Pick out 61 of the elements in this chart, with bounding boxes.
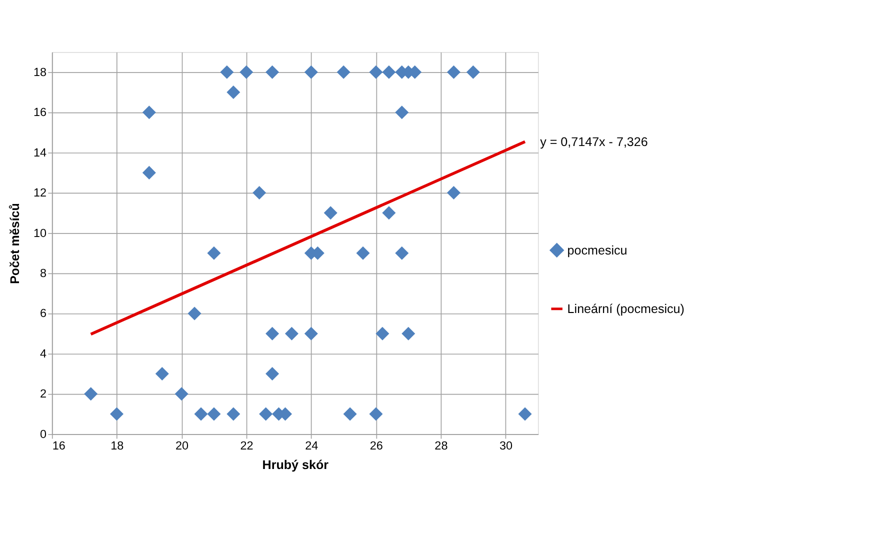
point bbox=[220, 65, 234, 79]
point bbox=[84, 387, 98, 401]
x-tick-label: 28 bbox=[434, 440, 448, 453]
y-tick-label: 0 bbox=[40, 428, 47, 441]
x-tick-label: 30 bbox=[499, 440, 513, 453]
point bbox=[142, 106, 156, 120]
annotation: y = 0,7147x - 7,326 bbox=[540, 134, 648, 149]
point bbox=[395, 246, 409, 260]
y-tick-label: 8 bbox=[40, 267, 47, 280]
point bbox=[466, 65, 480, 79]
point bbox=[395, 106, 409, 120]
point bbox=[142, 166, 156, 180]
point bbox=[207, 407, 221, 421]
point bbox=[343, 407, 357, 421]
x-tick-label: 18 bbox=[110, 440, 124, 453]
point bbox=[446, 186, 460, 200]
point bbox=[266, 65, 280, 79]
legend-label: pocmesicu bbox=[567, 243, 628, 258]
point bbox=[369, 65, 383, 79]
x-tick-label: 26 bbox=[370, 440, 383, 453]
point bbox=[324, 206, 338, 220]
point bbox=[266, 326, 280, 340]
point bbox=[284, 326, 298, 340]
y-tick-label: 12 bbox=[33, 186, 47, 200]
point bbox=[382, 65, 396, 79]
y-tick-label: 6 bbox=[40, 307, 47, 320]
point bbox=[376, 326, 390, 340]
x-tick-label: 16 bbox=[52, 440, 66, 453]
point bbox=[518, 407, 532, 421]
x-tick-label: 20 bbox=[175, 440, 189, 453]
point bbox=[259, 407, 273, 421]
y-tick-label: 10 bbox=[33, 226, 47, 240]
y-tick-label: 2 bbox=[40, 388, 47, 401]
point bbox=[188, 306, 202, 320]
point bbox=[174, 387, 188, 401]
point bbox=[382, 206, 396, 220]
point bbox=[155, 367, 169, 381]
point bbox=[226, 407, 240, 421]
point bbox=[356, 246, 370, 260]
point bbox=[446, 65, 460, 79]
y-tick-label: 4 bbox=[40, 347, 47, 360]
point bbox=[402, 326, 416, 340]
point bbox=[266, 367, 280, 381]
x-tick-label: 24 bbox=[305, 440, 319, 453]
point bbox=[304, 65, 318, 79]
point bbox=[369, 407, 383, 421]
point bbox=[252, 186, 266, 200]
legend-label: Lineární (pocmesicu) bbox=[567, 302, 684, 316]
point bbox=[336, 65, 350, 79]
point bbox=[240, 65, 254, 79]
x-tick-label: 22 bbox=[240, 440, 254, 453]
point bbox=[207, 246, 221, 260]
y-tick-label: 14 bbox=[33, 146, 47, 160]
x-axis-title: Hrubý skór bbox=[262, 458, 329, 472]
point bbox=[194, 407, 208, 421]
y-tick-label: 18 bbox=[33, 66, 47, 79]
point bbox=[226, 85, 240, 99]
point bbox=[110, 407, 124, 421]
y-tick-label: 16 bbox=[33, 106, 47, 120]
y-axis-title: Počet měsíců bbox=[8, 203, 22, 284]
point bbox=[304, 326, 318, 340]
